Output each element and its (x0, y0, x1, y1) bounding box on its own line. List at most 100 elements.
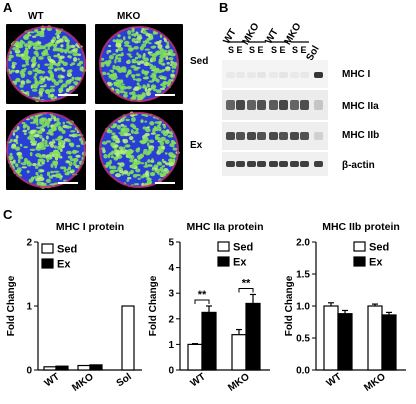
panel-a-col-mko: MKO (117, 11, 141, 22)
blot-band (226, 100, 235, 110)
bar-ex-wt (337, 313, 353, 371)
blot-band (279, 100, 288, 110)
x-tick-label: Sol (115, 371, 134, 389)
bar-ex-mko (89, 364, 103, 371)
blot-band (300, 72, 309, 78)
band-label-mhc1: MHC I (342, 69, 371, 80)
micrograph-wt-ex (6, 110, 86, 190)
blot-band (314, 100, 323, 110)
legend-swatch-sed (353, 241, 366, 252)
lane-cond-4: S E (292, 45, 307, 55)
blot-band (257, 72, 266, 78)
legend-swatch-sed (41, 243, 54, 254)
blot-band (290, 132, 299, 140)
panel-c-label: C (3, 207, 13, 222)
blot-band (226, 161, 235, 167)
blot-band (300, 132, 309, 140)
micrograph-wt-ex-image (6, 110, 86, 190)
panel-a-col-wt: WT (28, 11, 44, 22)
micrograph-mko-ex-image (95, 110, 183, 190)
panel-a-row-ex: Ex (190, 140, 203, 151)
chart-mhc1: MHC I protein Fold Change 0 1 2 WT MKO Sol Sed Ex (6, 221, 142, 394)
blot-band (257, 161, 266, 167)
y-tick-label: 0 (26, 366, 32, 377)
band-label-mhc2a: MHC IIa (342, 101, 379, 112)
blot-band (269, 132, 278, 140)
bar-sed-mko (231, 334, 247, 371)
band-label-mhc2b: MHC IIb (342, 130, 380, 141)
y-tick-label: 2 (168, 314, 174, 325)
blot-band (247, 132, 256, 140)
bar-ex-mko (381, 314, 397, 371)
western-blot (222, 60, 328, 176)
blot-band (269, 72, 278, 78)
micrograph-mko-sed (95, 24, 183, 104)
bar-sed-mko (367, 305, 383, 371)
bar-sed-mko (77, 364, 91, 371)
legend-label-ex: Ex (369, 257, 383, 269)
y-axis-label: Fold Change (6, 275, 17, 336)
lane-cond-2: S E (249, 45, 264, 55)
y-tick-label: 1.5 (296, 270, 310, 281)
y-tick-label: 3 (168, 289, 174, 300)
scale-bar (155, 182, 175, 184)
y-tick-label: 4 (168, 263, 174, 274)
y-tick-label: 0.0 (296, 366, 310, 377)
y-tick-label: 1 (168, 340, 174, 351)
bar-ex-mko (245, 302, 261, 371)
blot-band (247, 72, 256, 78)
blot-band (247, 161, 256, 167)
blot-band (290, 161, 299, 167)
blot-band (290, 100, 299, 110)
legend-swatch-ex (41, 258, 54, 269)
significance-bracket (194, 299, 210, 304)
legend-swatch-ex (353, 256, 366, 267)
x-tick-label: WT (189, 371, 208, 389)
y-tick-label: 0.5 (296, 334, 310, 345)
blot-band (300, 161, 309, 167)
x-tick-label: WT (43, 371, 62, 389)
y-tick-label: 0 (168, 366, 174, 377)
micrograph-mko-sed-image (95, 24, 183, 104)
blot-band (257, 100, 266, 110)
legend-label-sed: Sed (57, 244, 77, 256)
blot-band (300, 100, 309, 110)
significance-bracket (238, 287, 254, 293)
chart-mhc2b: MHC IIb protein Fold Change 0.0 0.5 1.0 1.5 2.… (284, 221, 406, 394)
blot-band (269, 161, 278, 167)
chart-title: MHC IIb protein (322, 221, 400, 233)
blot-band (279, 72, 288, 78)
panel-b-label: B (219, 0, 229, 15)
significance-marker: ** (198, 289, 207, 301)
blot-band (269, 100, 278, 110)
x-tick-label: WT (325, 371, 344, 389)
legend-label-sed: Sed (233, 242, 253, 254)
micrograph-mko-ex (95, 110, 183, 190)
blot-band (236, 72, 245, 78)
bar-sed-wt (323, 305, 339, 371)
blot-band (257, 132, 266, 140)
blot-band (290, 72, 299, 78)
legend-label-ex: Ex (233, 257, 247, 269)
blot-band (314, 72, 323, 78)
x-tick-label: MKO (362, 371, 388, 394)
y-tick-label: 1 (26, 302, 32, 313)
blot-band (314, 161, 323, 167)
bar-ex-wt (201, 311, 217, 371)
chart-title: MHC I protein (56, 221, 124, 233)
chart-mhc2a: MHC IIa protein Fold Change 0 1 2 3 4 5 WT ** MKO *… (148, 221, 270, 394)
lane-cond-3: S E (271, 45, 286, 55)
blot-band (236, 161, 245, 167)
y-tick-label: 5 (168, 238, 174, 249)
blot-band (314, 132, 323, 140)
chart-title: MHC IIa protein (186, 221, 263, 233)
legend-swatch-ex (217, 256, 230, 267)
y-tick-label: 1.0 (296, 302, 310, 313)
blot-band (226, 72, 235, 78)
bar-sed-wt (187, 343, 203, 371)
blot-band (247, 100, 256, 110)
lane-group-underlines (227, 41, 309, 43)
blot-band (236, 132, 245, 140)
micrograph-wt-sed (6, 24, 86, 104)
legend-swatch-sed (217, 241, 230, 252)
